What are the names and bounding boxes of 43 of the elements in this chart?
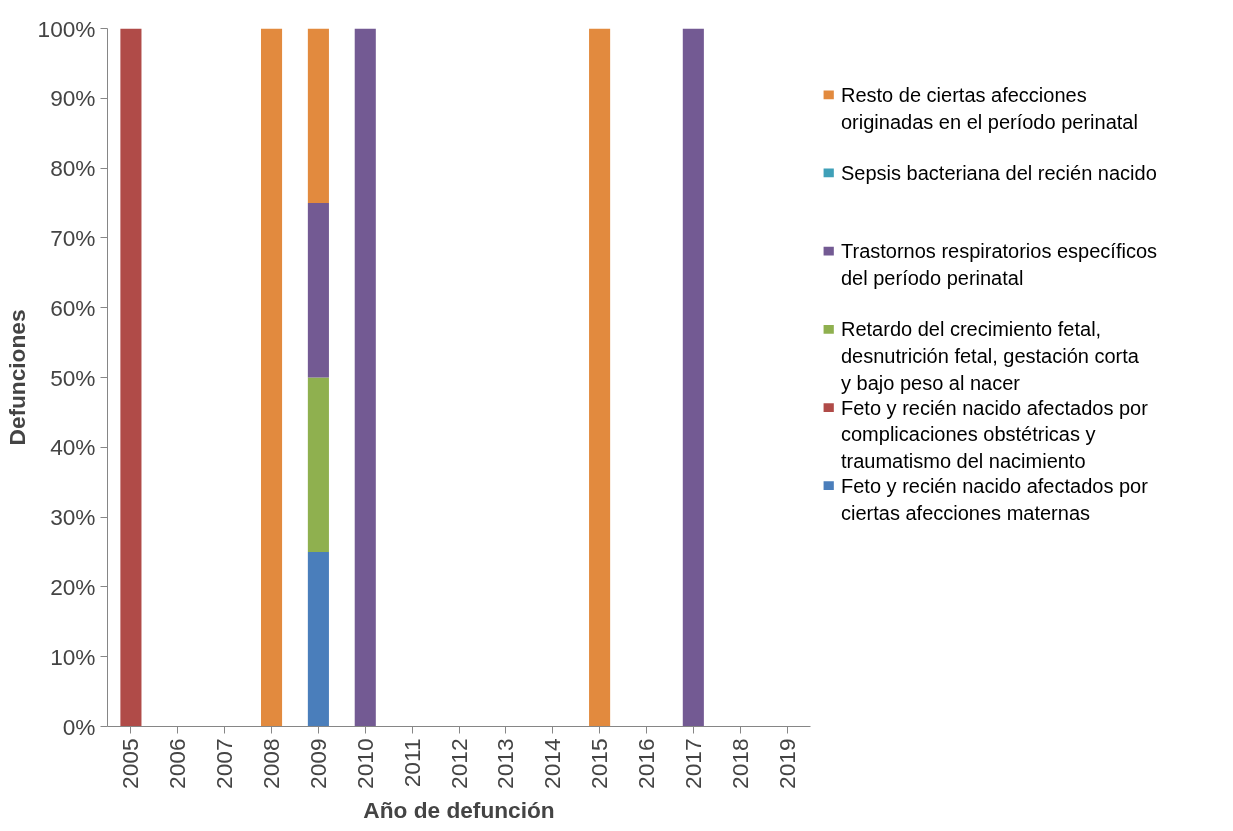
y-tick-label: 40% [50, 434, 96, 461]
bar [589, 28, 611, 727]
legend-label: Retardo del crecimiento fetal, desnutrición fetal, gestación corta y bajo peso al nacer [841, 318, 1140, 395]
legend-label: Trastornos respiratorios específicos del período perinatal [841, 240, 1158, 290]
bar [120, 28, 142, 727]
bar [307, 552, 329, 727]
x-tick-label: 2017 [679, 738, 706, 789]
y-tick-label: 80% [50, 155, 96, 182]
x-tick-label: 2016 [632, 738, 659, 789]
x-tick-label: 2005 [117, 738, 144, 789]
legend-label: Feto y recién nacido afectados por ciertas afecciones maternas [841, 474, 1149, 524]
bar [682, 28, 704, 727]
y-tick-label: 0% [62, 713, 96, 740]
x-tick-label: 2007 [211, 738, 238, 789]
x-tick-label: 2008 [258, 738, 285, 789]
legend-label: Sepsis bacteriana del recién nacido [841, 161, 1157, 184]
y-tick-label: 70% [50, 224, 96, 251]
bar [307, 28, 329, 203]
y-tick-label: 100% [37, 15, 96, 42]
x-tick-label: 2013 [492, 738, 519, 789]
bar [307, 203, 329, 378]
x-tick-label: 2010 [351, 738, 378, 789]
x-tick-label: 2014 [539, 738, 566, 789]
y-tick-label: 60% [50, 294, 96, 321]
y-tick-label: 10% [50, 643, 96, 670]
x-tick-label: 2006 [164, 738, 191, 789]
x-tick-label: 2015 [586, 738, 613, 789]
x-tick-label: 2018 [726, 738, 753, 789]
y-tick-label: 20% [50, 573, 96, 600]
bar [354, 28, 376, 727]
legend-label: Feto y recién nacido afectados por complicaciones obstétricas y traumatismo del nacimiento [841, 396, 1149, 473]
legend-label: Resto de ciertas afecciones originadas en el período perinatal [841, 83, 1138, 133]
y-axis-title: Defunciones [3, 309, 30, 446]
x-tick-label: 2009 [304, 738, 331, 789]
bar [260, 28, 283, 727]
bar [307, 377, 329, 552]
x-tick-label: 2011 [398, 738, 425, 788]
x-tick-label: 2012 [445, 738, 472, 789]
y-tick-label: 50% [50, 364, 96, 391]
y-tick-label: 30% [50, 504, 96, 531]
x-tick-label: 2019 [773, 738, 800, 789]
y-tick-label: 90% [50, 85, 96, 112]
x-axis-title: Año de defunción [363, 796, 555, 823]
